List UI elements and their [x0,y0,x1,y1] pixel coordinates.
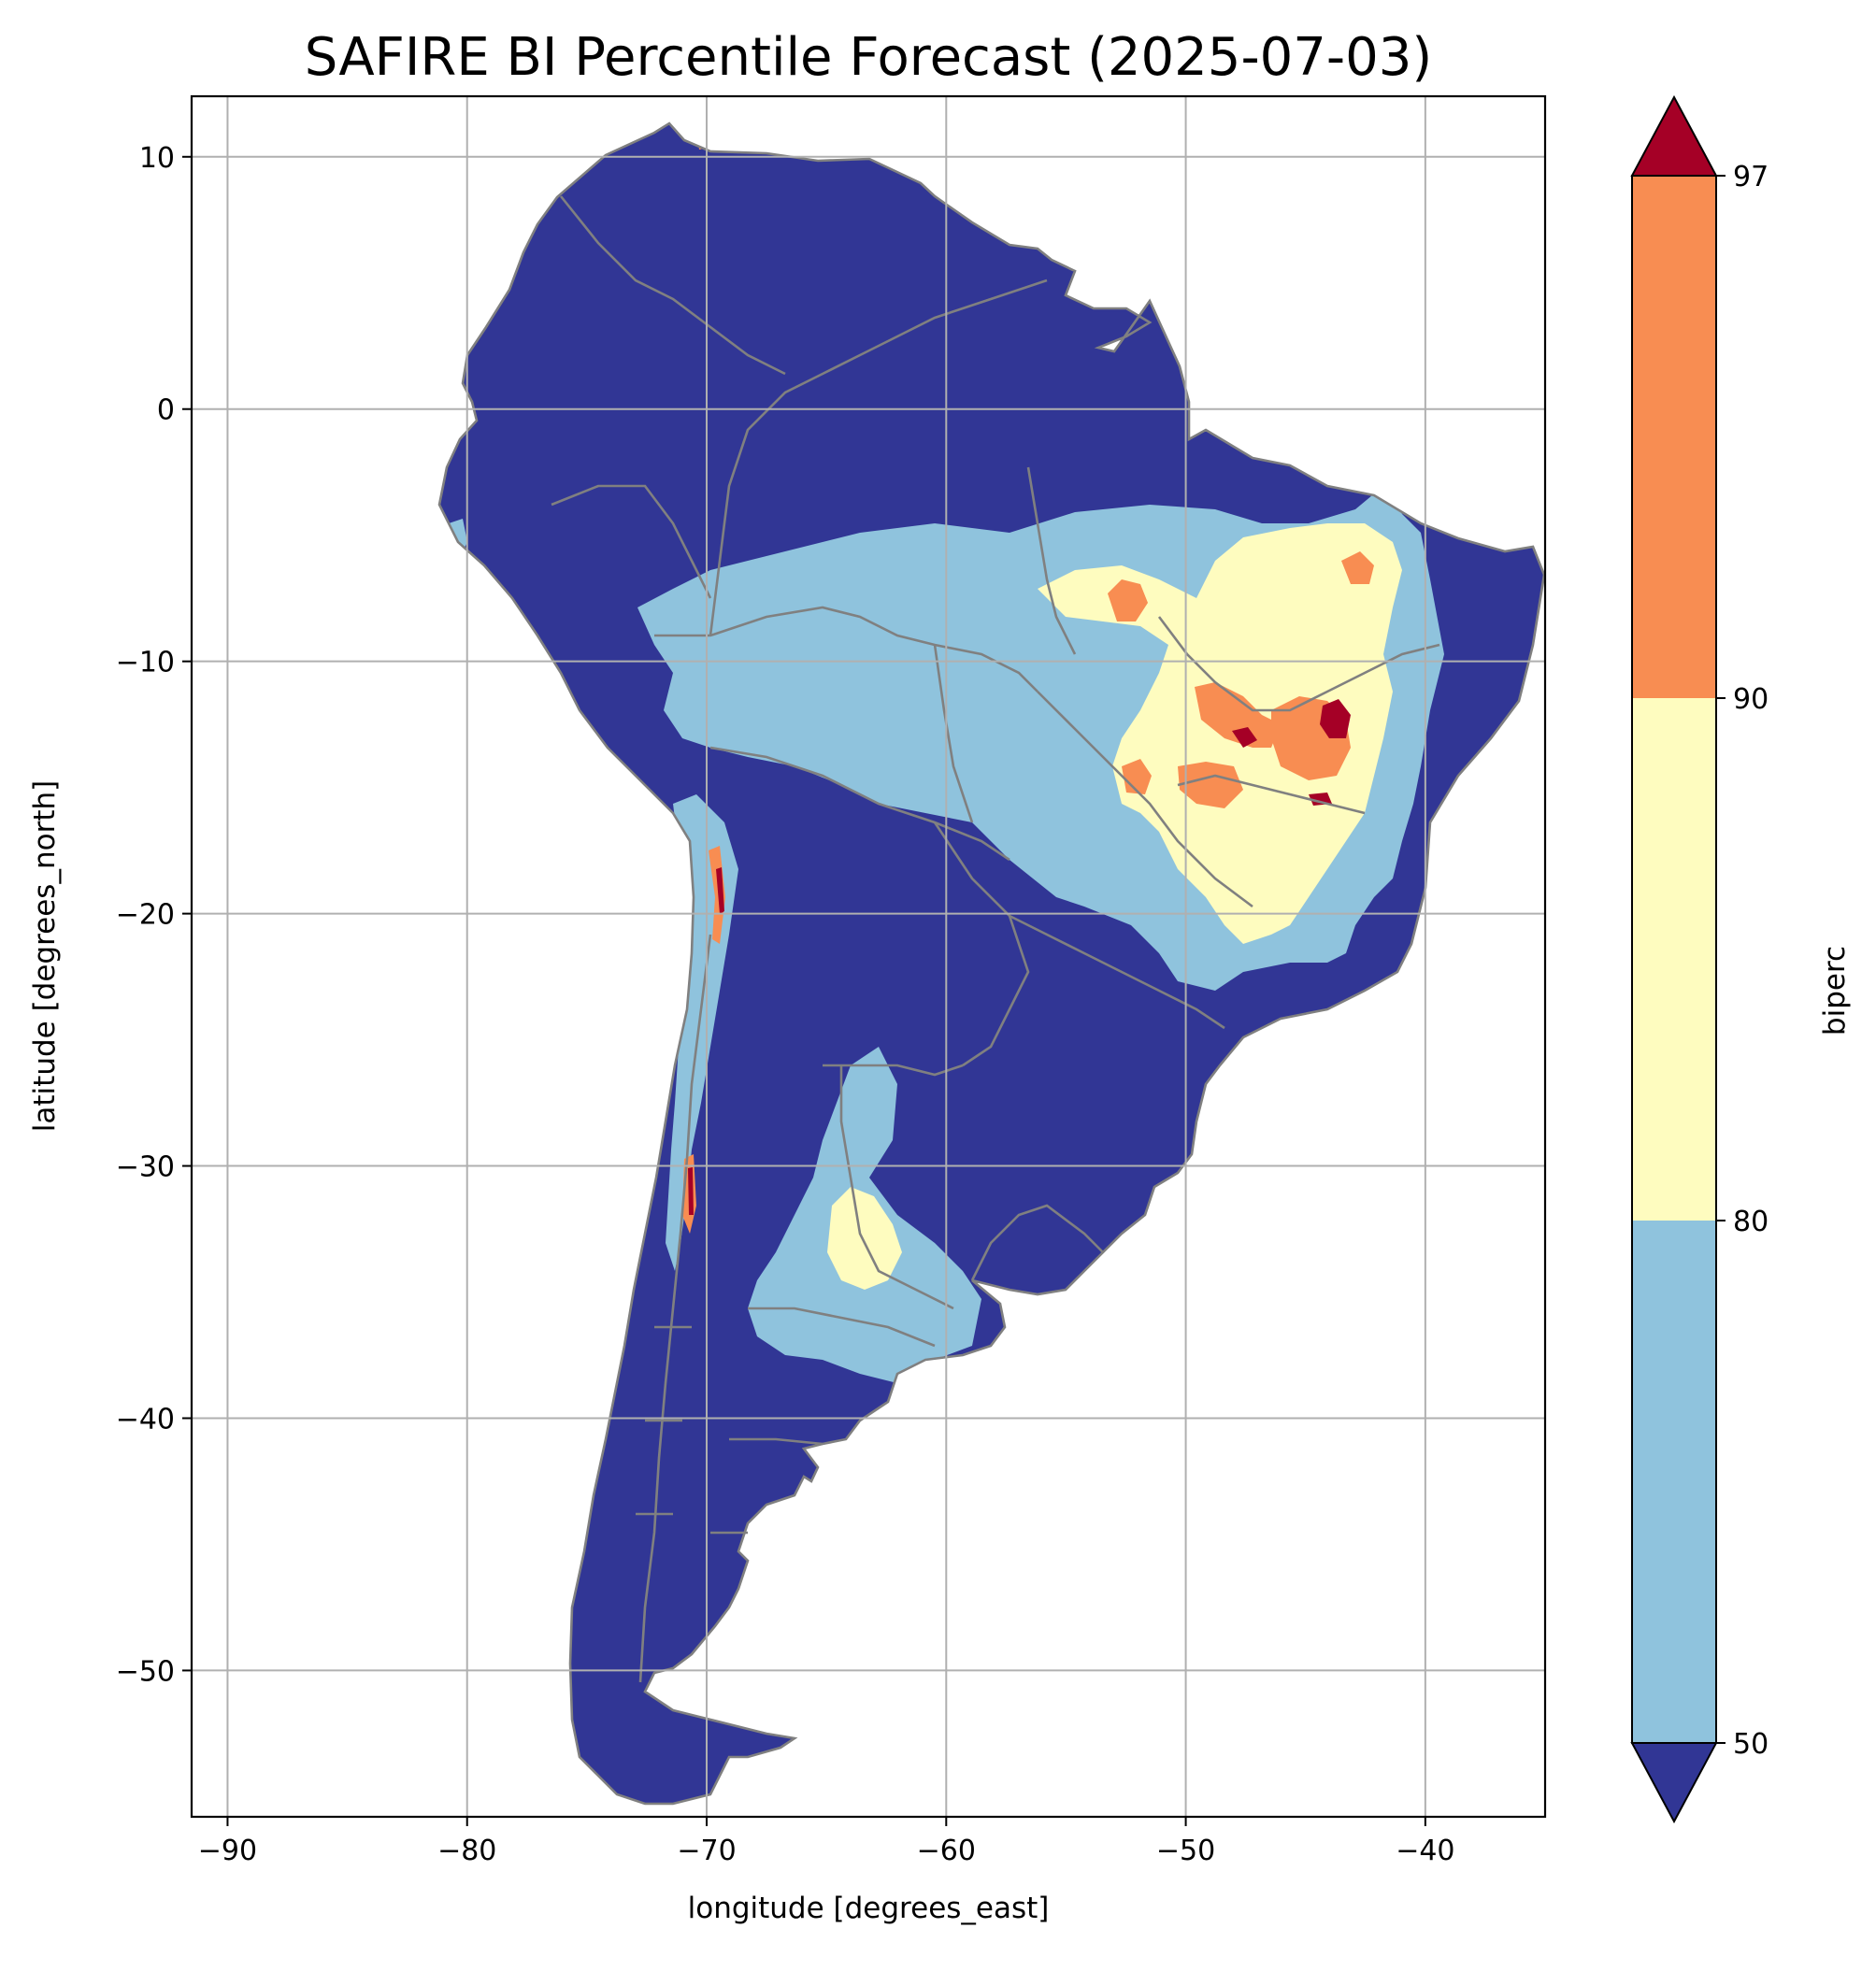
border-mato-grosso [933,644,974,823]
colorbar-label: biperc [1818,946,1852,1035]
border-states-ne [1157,616,1440,712]
y-tick-label: −50 [116,1655,175,1688]
region-90-97-west [1108,579,1148,621]
x-axis: −90 −80 −70 −60 −50 −40 [198,1817,1455,1867]
region-90-97-south [1178,762,1243,808]
y-tick-label: 10 [139,142,175,175]
border-argentina-north [823,1064,964,1077]
region-andes-red-south [688,1167,694,1215]
border-brazil-west [654,606,1038,693]
colorbar-tick-label: 50 [1733,1728,1769,1761]
gridlines [192,96,1545,1817]
region-90-97-central [1195,682,1281,748]
y-axis-title: latitude [degrees_north] [28,780,62,1132]
x-tick-label: −80 [437,1835,496,1867]
x-tick-label: −70 [677,1835,736,1867]
y-tick-label: −40 [116,1403,175,1435]
colorbar-extend-top [1630,94,1718,177]
colorbar-band-80-90 [1632,698,1716,1221]
border-peru-brazil [551,484,712,599]
border-uruguay [970,1204,1104,1281]
border-amazon-north [709,279,1048,636]
x-tick-label: −60 [917,1835,976,1867]
region-80-90-cordoba [827,1187,902,1290]
border-states-south [1009,914,1225,1030]
y-tick-label: −20 [116,899,175,932]
region-gt97-bahia [1320,699,1351,738]
colorbar-tick-label: 90 [1733,683,1769,716]
border-paraguay [933,821,1030,1067]
border-bolivia [709,746,1010,862]
border-states-central [1037,691,1253,908]
region-90-97-goias [1122,759,1152,794]
border-states-mg [1177,774,1366,815]
y-axis: 10 0 −10 −20 −30 −40 −50 [116,142,192,1688]
border-central-argentina [839,1065,954,1310]
x-tick-label: −90 [198,1835,257,1867]
x-axis-title: longitude [degrees_east] [688,1892,1050,1925]
colorbar-band-90-97 [1632,176,1716,698]
colorbar-extend-bottom [1630,1742,1718,1824]
borders [437,121,1545,1806]
border-argentina-chile [638,934,712,1683]
colorbar-tick-label: 80 [1733,1206,1769,1238]
plot-frame [190,94,1547,1819]
border-argentina-provinces [710,1307,936,1535]
colorbar-band-50-80 [1632,1221,1716,1743]
region-90-97-northeast [1341,551,1374,584]
region-gt97-minas [1232,727,1257,748]
colorbar-frame [1631,175,1717,1744]
x-tick-label: −50 [1156,1835,1215,1867]
y-tick-label: −30 [116,1151,175,1184]
x-tick-label: −40 [1396,1835,1454,1867]
border-chile-regions [636,1325,692,1516]
colorbar: 50 80 90 97 biperc [1630,94,1852,1824]
y-tick-label: −10 [116,647,175,679]
chart-title: SAFIRE BI Percentile Forecast (2025-07-0… [305,27,1432,88]
region-andes-red-north [716,867,724,914]
border-colombia-venezuela [559,195,786,376]
colorbar-tick-label: 97 [1733,161,1769,193]
border-para [1026,466,1077,655]
y-tick-label: 0 [157,394,175,427]
